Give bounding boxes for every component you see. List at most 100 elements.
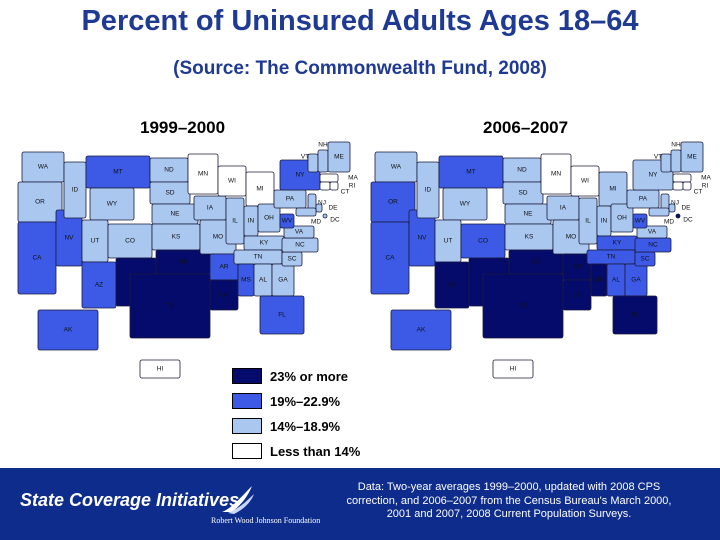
state-label-hi: HI <box>157 366 164 373</box>
state-label-fl: FL <box>278 312 286 319</box>
state-va <box>283 225 315 239</box>
state-label-mo: MO <box>566 234 576 241</box>
state-label-il: IL <box>232 218 238 225</box>
state-label-mn: MN <box>198 171 208 178</box>
state-label-de: DE <box>681 205 691 212</box>
state-label-ms: MS <box>241 277 251 284</box>
state-label-ga: GA <box>278 277 288 284</box>
state-label-in: IN <box>601 218 608 225</box>
state-label-mi: MI <box>609 186 616 193</box>
state-nh <box>317 149 329 173</box>
state-label-ak: AK <box>64 327 73 334</box>
state-label-tx: TX <box>519 303 528 310</box>
state-label-vt: VT <box>654 154 662 161</box>
note-line: 2001 and 2007, 2008 Current Population S… <box>386 508 632 520</box>
state-label-pa: PA <box>639 196 648 203</box>
state-label-nh: NH <box>318 142 328 149</box>
state-label-ia: IA <box>207 205 214 212</box>
note-line: correction, and 2006–2007 from the Censu… <box>346 494 672 507</box>
state-label-ct: CT <box>694 189 703 196</box>
state-label-vt: VT <box>301 154 309 161</box>
state-label-ct: CT <box>341 189 350 196</box>
state-label-wi: WI <box>581 178 589 185</box>
state-label-sd: SD <box>518 190 527 197</box>
state-ak <box>37 309 99 351</box>
state-label-ca: CA <box>385 255 395 262</box>
state-label-mt: MT <box>466 169 475 176</box>
state-label-ca: CA <box>32 255 42 262</box>
state-label-in: IN <box>248 218 255 225</box>
state-label-mt: MT <box>113 169 122 176</box>
state-label-ut: UT <box>91 238 100 245</box>
legend-item-cat3: 14%–18.9% <box>232 414 360 438</box>
state-label-ak: AK <box>417 327 426 334</box>
footer-source-note: Data: Two-year averages 1999–2000, updat… <box>314 481 704 522</box>
state-label-or: OR <box>388 199 398 206</box>
state-nh <box>670 149 682 173</box>
state-me <box>680 141 704 173</box>
state-label-oh: OH <box>264 215 274 222</box>
state-label-ri: RI <box>349 183 356 190</box>
state-hi <box>492 359 534 379</box>
state-label-ok: OK <box>531 259 541 266</box>
state-id <box>416 161 440 219</box>
state-label-nc: NC <box>295 242 305 249</box>
state-label-ut: UT <box>444 238 453 245</box>
state-dc <box>322 213 328 219</box>
state-de <box>315 203 323 213</box>
state-label-ar: AR <box>572 264 581 271</box>
state-label-dc: DC <box>330 217 340 224</box>
state-label-il: IL <box>585 218 591 225</box>
state-label-ok: OK <box>178 259 188 266</box>
legend-label: Less than 14% <box>270 443 361 459</box>
state-label-id: ID <box>72 187 79 194</box>
legend-item-cat2: 19%–22.9% <box>232 389 360 413</box>
state-label-ri: RI <box>702 183 709 190</box>
state-label-md: MD <box>664 219 674 226</box>
state-label-md: MD <box>311 219 321 226</box>
state-label-ks: KS <box>172 234 181 241</box>
state-label-az: AZ <box>448 282 456 289</box>
state-label-sd: SD <box>165 190 174 197</box>
rwjf-logo-text: Robert Wood Johnson Foundation <box>211 516 321 525</box>
state-md <box>648 207 670 217</box>
legend-label: 23% or more <box>270 368 349 384</box>
state-label-or: OR <box>35 199 45 206</box>
map-svg: WAORCANVIDMTWYUTAZCONMNDSDNEKSOKTXMNIAMO… <box>370 141 712 379</box>
state-label-al: AL <box>612 277 620 284</box>
page-subtitle: (Source: The Commonwealth Fund, 2008) <box>173 58 547 79</box>
state-label-ky: KY <box>613 240 622 247</box>
state-label-wv: WV <box>635 218 646 225</box>
state-label-tn: TN <box>607 254 616 261</box>
state-vt <box>660 153 672 173</box>
state-de <box>668 203 676 213</box>
state-label-ms: MS <box>594 277 604 284</box>
state-fl <box>612 295 658 335</box>
legend-label: 19%–22.9% <box>270 393 341 409</box>
legend-label: 14%–18.9% <box>270 418 341 434</box>
state-label-ne: NE <box>170 211 180 218</box>
state-vt <box>307 153 319 173</box>
state-ma <box>319 173 339 183</box>
state-va <box>636 225 668 239</box>
state-ct <box>319 181 331 191</box>
state-label-wa: WA <box>38 164 49 171</box>
state-label-al: AL <box>259 277 267 284</box>
state-wy <box>442 187 488 221</box>
footer-bar: State Coverage Initiatives Robert Wood J… <box>0 468 720 540</box>
state-label-hi: HI <box>510 366 517 373</box>
state-label-id: ID <box>425 187 432 194</box>
state-label-wi: WI <box>228 178 236 185</box>
state-wy <box>89 187 135 221</box>
state-label-va: VA <box>295 229 304 236</box>
state-label-oh: OH <box>617 215 627 222</box>
state-label-me: ME <box>334 154 344 161</box>
state-ak <box>390 309 452 351</box>
state-me <box>327 141 351 173</box>
state-label-nv: NV <box>64 235 74 242</box>
state-label-wy: WY <box>460 201 471 208</box>
state-label-co: CO <box>478 238 488 245</box>
state-label-nj: NJ <box>671 200 679 207</box>
state-ct <box>672 181 684 191</box>
state-label-nd: ND <box>164 167 174 174</box>
